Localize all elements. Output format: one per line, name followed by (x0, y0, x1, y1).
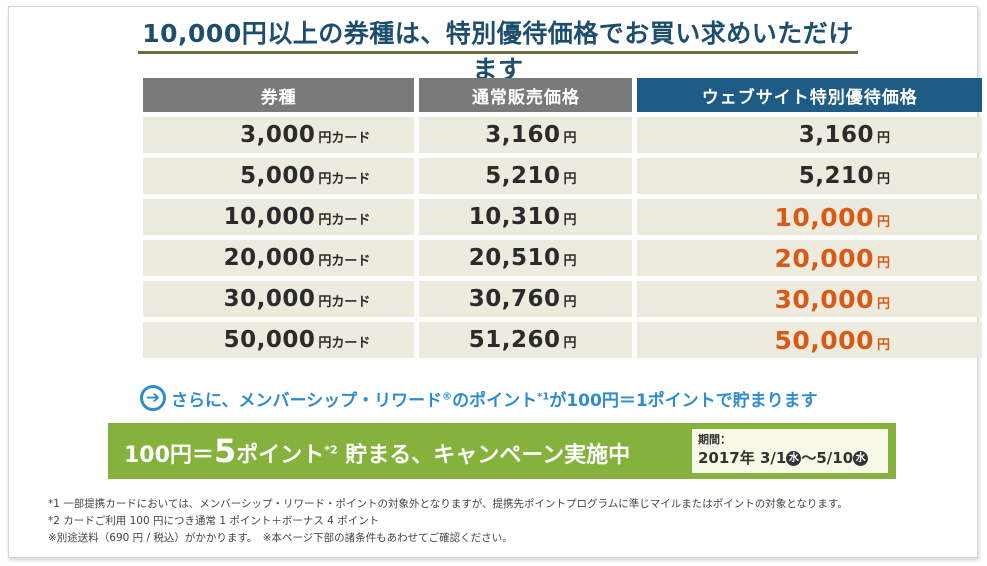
yen-unit: 円 (563, 254, 577, 269)
card-amount: 5,000 (240, 163, 316, 189)
reward-suffix: が100円＝1ポイントで貯まります (549, 390, 818, 411)
footnote-mark-2: *2 (324, 443, 338, 457)
yen-unit: 円 (876, 131, 890, 146)
regular-price-cell: 20,510 円 (419, 240, 633, 276)
website-price: 30,000 (774, 284, 874, 314)
card-type-cell: 30,000 円カード (143, 281, 415, 317)
header-card-type: 券種 (143, 78, 415, 112)
weekday-badge-start: 水 (786, 451, 802, 466)
footnote-2: *2 カードご利用 100 円につき通常 1 ポイント＋ボーナス 4 ポイント (48, 515, 380, 527)
yen-unit: 円 (876, 255, 890, 271)
yen-unit: 円 (563, 295, 577, 310)
table-row: 30,000 円カード 30,760 円 30,000 円 (143, 281, 982, 317)
price-table: 券種 通常販売価格 ウェブサイト特別優待価格 3,000 円カード 3,160 円 3,… (138, 73, 987, 363)
regular-price: 5,210 (485, 163, 561, 189)
footnotes: *1 一部提携カードにおいては、メンバーシップ・リワード・ポイントの対象外となり… (48, 496, 948, 547)
table-row: 20,000 円カード 20,510 円 20,000 円 (143, 240, 982, 276)
campaign-part2: ポイント (236, 443, 325, 468)
yen-unit: 円 (876, 337, 890, 353)
card-amount: 50,000 (223, 327, 316, 353)
yen-unit: 円 (876, 296, 890, 312)
regular-price-cell: 51,260 円 (419, 322, 633, 358)
table-row: 3,000 円カード 3,160 円 3,160 円 (143, 117, 982, 153)
footnote-1: *1 一部提携カードにおいては、メンバーシップ・リワード・ポイントの対象外となり… (48, 498, 848, 510)
card-unit: 円カード (318, 172, 371, 187)
table-row: 50,000 円カード 51,260 円 50,000 円 (143, 322, 982, 358)
card-amount: 3,000 (240, 122, 316, 148)
campaign-part3: 貯まる、キャンペーン実施中 (337, 443, 631, 468)
website-price-cell: 10,000 円 (637, 199, 982, 235)
website-price: 10,000 (774, 202, 874, 232)
card-type-cell: 3,000 円カード (143, 117, 415, 153)
price-table-body: 3,000 円カード 3,160 円 3,160 円 5,000 円カード 5,210 円 5,21… (143, 117, 982, 358)
website-price: 3,160 (798, 122, 874, 148)
period-end: 5/10 (816, 449, 854, 467)
card-type-cell: 5,000 円カード (143, 158, 415, 194)
reward-text: さらに、メンバーシップ・リワード®のポイント*1が100円＝1ポイントで貯まりま… (171, 386, 818, 411)
period-start: 3/1 (759, 449, 787, 467)
card-unit: 円カード (318, 213, 371, 228)
yen-unit: 円 (876, 172, 890, 187)
card-type-cell: 20,000 円カード (143, 240, 415, 276)
website-price-cell: 50,000 円 (637, 322, 982, 358)
period-label: 期間： (698, 433, 731, 446)
campaign-period: 期間： 2017年 3/1 水～5/10 水 (692, 429, 888, 473)
headline-divider (138, 51, 858, 54)
table-row: 10,000 円カード 10,310 円 10,000 円 (143, 199, 982, 235)
regular-price: 20,510 (468, 245, 561, 271)
header-website-price: ウェブサイト特別優待価格 (637, 78, 982, 112)
regular-price-cell: 5,210 円 (419, 158, 633, 194)
regular-price: 51,260 (468, 327, 561, 353)
reward-info: ➔ さらに、メンバーシップ・リワード®のポイント*1が100円＝1ポイントで貯ま… (140, 383, 818, 413)
table-header-row: 券種 通常販売価格 ウェブサイト特別優待価格 (143, 78, 982, 112)
website-price-cell: 3,160 円 (637, 117, 982, 153)
regular-price-cell: 3,160 円 (419, 117, 633, 153)
regular-price-cell: 30,760 円 (419, 281, 633, 317)
card-unit: 円カード (318, 336, 371, 351)
yen-unit: 円 (876, 214, 890, 230)
regular-price-cell: 10,310 円 (419, 199, 633, 235)
reward-middle: のポイント (452, 390, 538, 411)
weekday-badge-end: 水 (853, 451, 869, 466)
arrow-right-circle-icon: ➔ (140, 385, 166, 411)
period-year: 2017年 (698, 449, 755, 467)
campaign-big-number: 5 (213, 432, 237, 470)
footnote-3: ※別途送料（690 円 / 税込）がかかります。 ※本ページ下部の諸条件もあわせ… (48, 532, 513, 544)
period-value: 2017年 3/1 水～5/10 水 (698, 447, 882, 468)
yen-unit: 円 (563, 131, 577, 146)
website-price: 20,000 (774, 243, 874, 273)
card-unit: 円カード (318, 254, 371, 269)
yen-unit: 円 (563, 172, 577, 187)
card-amount: 10,000 (223, 204, 316, 230)
website-price-cell: 5,210 円 (637, 158, 982, 194)
website-price-cell: 20,000 円 (637, 240, 982, 276)
website-price-cell: 30,000 円 (637, 281, 982, 317)
regular-price: 30,760 (468, 286, 561, 312)
registered-mark: ® (442, 390, 453, 402)
card-amount: 20,000 (223, 245, 316, 271)
header-regular-price: 通常販売価格 (419, 78, 633, 112)
card-amount: 30,000 (223, 286, 316, 312)
card-unit: 円カード (318, 131, 371, 146)
card-type-cell: 10,000 円カード (143, 199, 415, 235)
table-row: 5,000 円カード 5,210 円 5,210 円 (143, 158, 982, 194)
regular-price: 10,310 (468, 204, 561, 230)
regular-price: 3,160 (485, 122, 561, 148)
yen-unit: 円 (563, 336, 577, 351)
website-price: 5,210 (798, 163, 874, 189)
campaign-banner: 100円＝5ポイント*2 貯まる、キャンペーン実施中 期間： 2017年 3/1… (108, 423, 896, 479)
footnote-mark-1: *1 (537, 390, 550, 402)
card-unit: 円カード (318, 295, 371, 310)
reward-prefix: さらに、メンバーシップ・リワード (171, 390, 443, 411)
website-price: 50,000 (774, 325, 874, 355)
campaign-text: 100円＝5ポイント*2 貯まる、キャンペーン実施中 (124, 432, 630, 470)
campaign-part1: 100円＝ (124, 443, 214, 468)
period-separator: ～ (801, 449, 817, 467)
card-type-cell: 50,000 円カード (143, 322, 415, 358)
yen-unit: 円 (563, 213, 577, 228)
